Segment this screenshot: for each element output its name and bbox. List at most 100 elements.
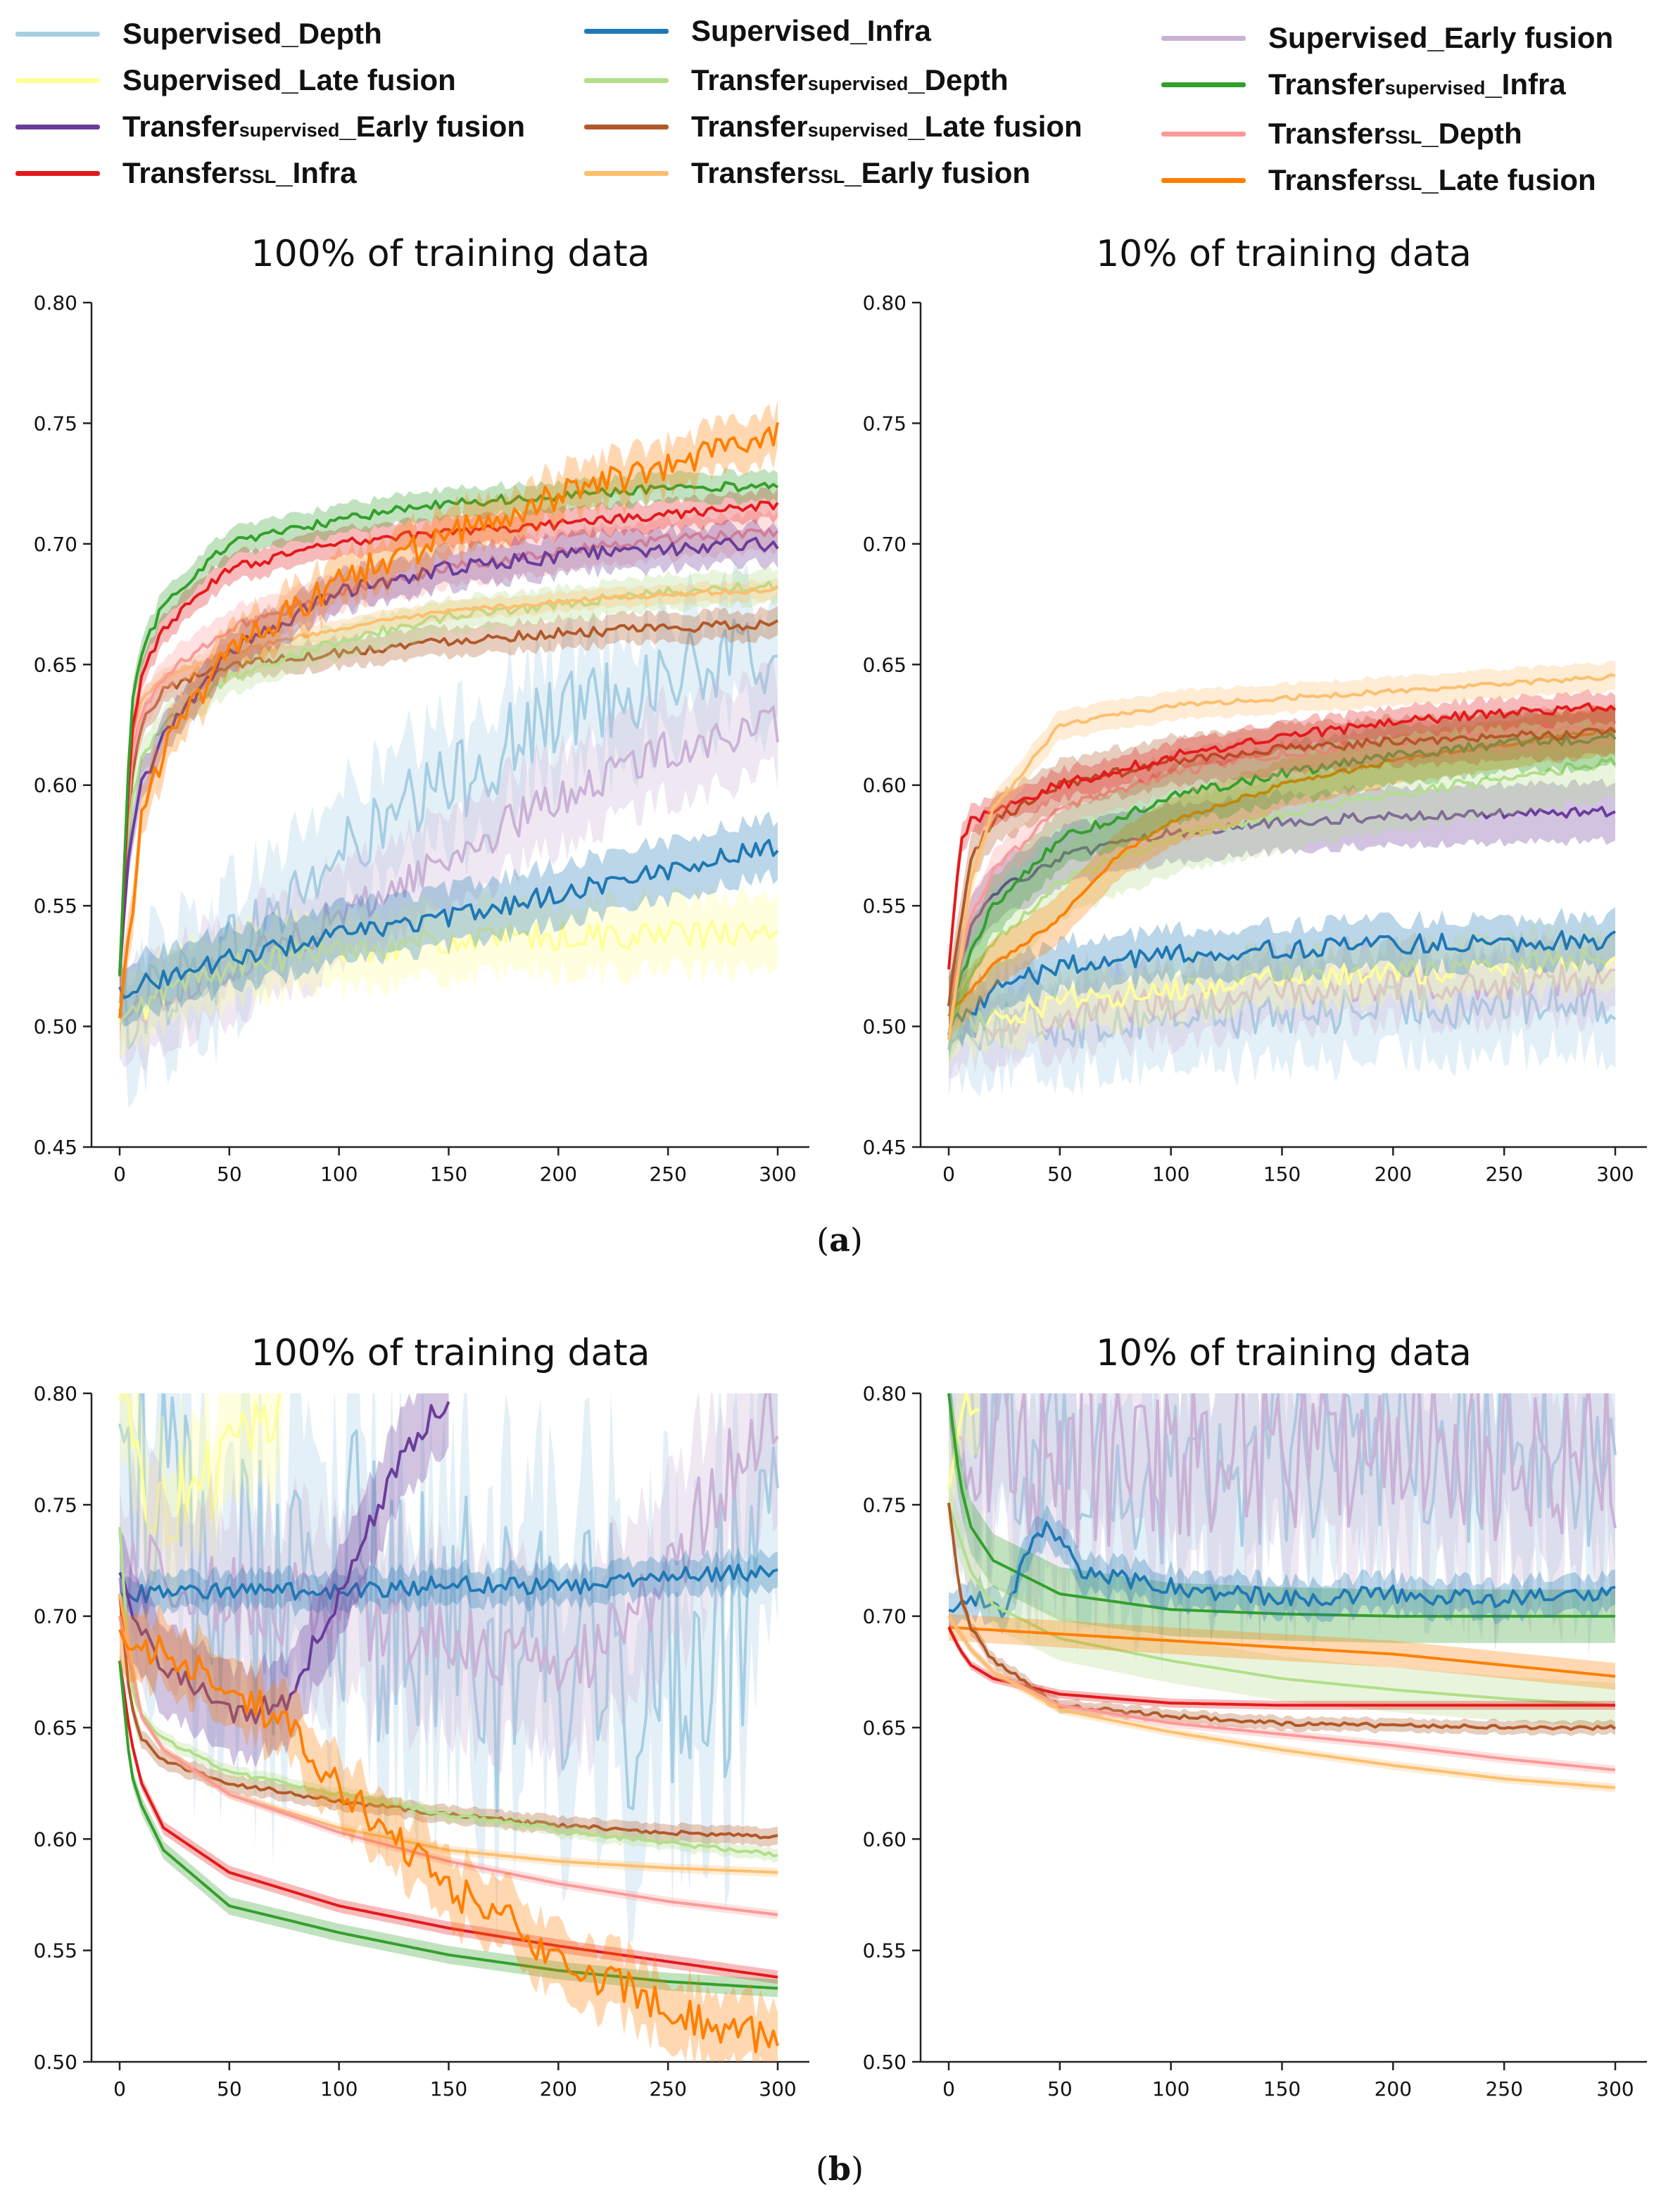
x-tick-label: 50 <box>217 2077 242 2101</box>
chart-a-10: 10% of training data 0.45 0.50 0.55 0.60 0.65… <box>863 233 1647 1186</box>
x-tick-label: 250 <box>1485 1163 1522 1186</box>
band-ts_early <box>120 1393 449 1768</box>
y-tick-label: 0.70 <box>34 1605 77 1628</box>
x-tick-label: 100 <box>1152 2077 1189 2101</box>
y-tick-label: 0.65 <box>34 653 77 676</box>
legend-item-ssl_infra: TransferSSL_Infra <box>15 152 357 194</box>
y-tick-label: 0.55 <box>34 1939 77 1963</box>
y-tick-label: 0.50 <box>863 2051 907 2074</box>
legend-item-sup_infra: Supervised_Infra <box>584 10 931 52</box>
series-line-ts_infra <box>947 1393 1615 1618</box>
series-line-sup_early <box>947 1393 1617 1549</box>
band-sup_late <box>949 918 1615 1067</box>
y-tick-label: 0.75 <box>863 1493 907 1516</box>
legend-swatch <box>584 170 669 176</box>
series-line-ssl_late <box>118 422 779 1018</box>
series-line-ts_depth <box>118 1526 778 1858</box>
legend-label: TransferSSL_Early fusion <box>691 156 1031 189</box>
band-sup_depth <box>949 930 1615 1098</box>
series-line-ts_depth <box>947 1504 1616 1707</box>
legend-item-sup_early: Supervised_Early fusion <box>1161 17 1613 59</box>
series-line-ssl_infra <box>947 702 1617 970</box>
series-line-sup_early <box>118 705 779 1025</box>
chart-b-10: 10% of training data 0.50 0.55 0.60 0.65 0.70… <box>863 1332 1647 2101</box>
x-tick-label: 300 <box>759 1163 796 1186</box>
legend-swatch <box>1161 177 1246 183</box>
y-tick-label: 0.50 <box>34 1015 77 1039</box>
x-tick-label: 50 <box>1047 1163 1073 1186</box>
series-line-ts_late <box>118 619 779 977</box>
plot-area <box>118 398 779 1108</box>
x-tick-label: 0 <box>942 1163 955 1186</box>
y-tick-label: 0.55 <box>34 894 77 918</box>
caption-a: (a) <box>816 1221 863 1259</box>
series-line-ssl_early <box>947 673 1616 1041</box>
y-tick-label: 0.75 <box>863 412 907 435</box>
x-tick-label: 0 <box>942 2077 955 2101</box>
y-tick-label: 0.55 <box>863 894 907 918</box>
x-tick-label: 150 <box>430 1163 467 1186</box>
y-tick-label: 0.55 <box>863 1939 907 1963</box>
y-tick-label: 0.70 <box>34 533 77 556</box>
legend-label: TransferSSL_Late fusion <box>1268 163 1596 196</box>
series-line-sup_late <box>118 1393 282 1545</box>
x-tick-label: 0 <box>113 2077 126 2101</box>
x-tick-label: 200 <box>540 2077 577 2101</box>
series-line-ts_infra <box>118 1660 778 1990</box>
y-tick-label: 0.60 <box>34 774 77 797</box>
band-ssl_late <box>949 704 1615 1041</box>
series-line-ssl_late <box>947 727 1616 1018</box>
x-tick-label: 200 <box>540 1163 577 1186</box>
band-ts_infra <box>120 1652 778 1998</box>
plot-area <box>947 660 1617 1098</box>
chart-title: 10% of training data <box>1096 1332 1472 1374</box>
series-line-ssl_infra <box>118 1660 778 1979</box>
x-tick-label: 300 <box>1596 2077 1634 2101</box>
series-line-ts_early <box>118 1401 450 1725</box>
legend-label: Transfersupervised_Early fusion <box>122 110 526 143</box>
legend-swatch <box>584 124 669 129</box>
x-tick-label: 100 <box>320 2077 358 2101</box>
legend-swatch <box>1161 82 1246 87</box>
x-tick-label: 250 <box>1485 2077 1522 2101</box>
series-line-ssl_early <box>118 585 778 977</box>
legend-item-ssl_early: TransferSSL_Early fusion <box>584 152 1030 194</box>
band-ssl_depth <box>120 1611 778 1920</box>
y-tick-label: 0.70 <box>863 533 907 556</box>
series-line-sup_late <box>947 1393 980 1491</box>
band-ssl_late <box>120 398 778 1043</box>
series-line-ssl_depth <box>118 1616 778 1916</box>
y-tick-label: 0.80 <box>34 291 77 315</box>
plot-area <box>118 1393 779 2062</box>
legend-label: TransferSSL_Depth <box>1268 117 1522 150</box>
series-line-sup_depth <box>118 618 778 1049</box>
legend-item-ssl_depth: TransferSSL_Depth <box>1161 113 1522 155</box>
x-tick-label: 300 <box>1596 1163 1634 1186</box>
legend-label: Transfersupervised_Depth <box>691 63 1009 96</box>
series-line-ssl_late <box>118 1629 779 2053</box>
legend-swatch <box>584 77 669 83</box>
series-line-ssl_infra <box>118 500 779 976</box>
series-line-ssl_early <box>947 1615 1616 1790</box>
x-tick-label: 50 <box>1047 2077 1073 2101</box>
y-tick-label: 0.45 <box>863 1136 907 1159</box>
chart-title: 10% of training data <box>1096 233 1472 275</box>
y-tick-label: 0.75 <box>34 1493 77 1516</box>
chart-b-100: 100% of training data 0.50 0.55 0.60 0.65 0.7… <box>34 1332 809 2101</box>
series-line-ts_early <box>947 806 1616 1007</box>
x-tick-label: 250 <box>649 2077 686 2101</box>
series-line-sup_infra <box>948 1521 1616 1619</box>
series-line-ts_infra <box>118 481 779 976</box>
series-line-sup_late <box>118 920 779 1023</box>
band-sup_infra <box>120 811 778 1027</box>
legend-label: Supervised_Infra <box>691 14 931 47</box>
series-line-sup_late <box>947 946 1616 1039</box>
band-sup_infra <box>120 1547 778 1620</box>
band-ssl_infra <box>949 1623 1615 1710</box>
legend-item-sup_depth: Supervised_Depth <box>15 13 382 55</box>
y-tick-label: 0.60 <box>34 1828 77 1851</box>
x-tick-label: 100 <box>1152 1163 1189 1186</box>
y-tick-label: 0.45 <box>34 1136 77 1159</box>
band-ssl_infra <box>949 689 1615 984</box>
x-tick-label: 100 <box>320 1163 358 1186</box>
